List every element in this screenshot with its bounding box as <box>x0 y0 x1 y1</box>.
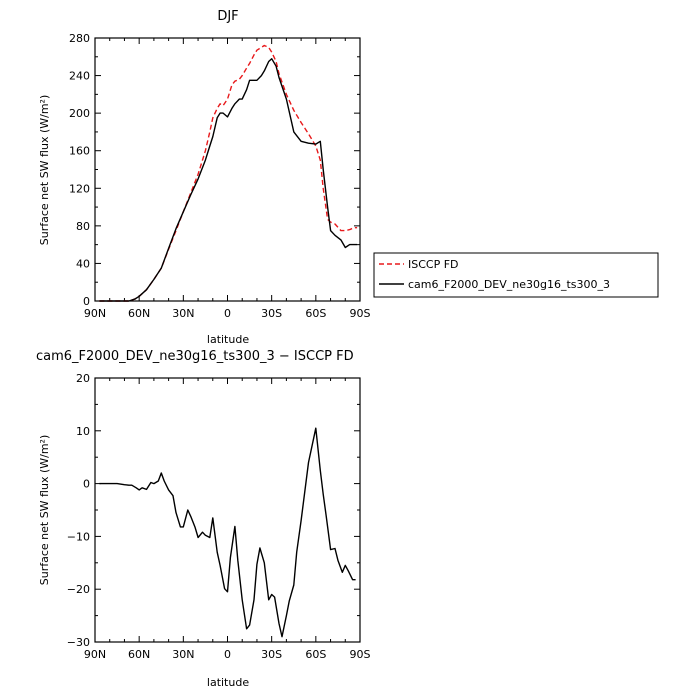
bottom-panel-title: cam6_F2000_DEV_ne30g16_ts300_3 − ISCCP F… <box>36 349 354 364</box>
series-line-cam6-f2000-dev-ne30g16-ts300-3 <box>99 58 358 302</box>
x-tick-label: 30N <box>172 648 194 661</box>
x-tick-label: 0 <box>224 307 231 320</box>
x-tick-label: 30N <box>172 307 194 320</box>
x-tick-label: 90S <box>350 307 371 320</box>
x-tick-label: 60S <box>305 648 326 661</box>
top-panel-title: DJF <box>217 9 238 24</box>
y-tick-label: 0 <box>83 478 90 491</box>
top-panel: DJF 90N 60N 30N 0 30S 60S 90S 0 40 80 120 160 200 240… <box>38 9 371 346</box>
top-panel-ylabel: Surface net SW flux (W/m²) <box>38 95 51 246</box>
top-panel-frame <box>94 37 361 302</box>
x-tick-label: 90N <box>84 648 106 661</box>
x-tick-label: 0 <box>224 648 231 661</box>
y-tick-label: 200 <box>69 107 90 120</box>
y-tick-label: 80 <box>76 220 90 233</box>
legend-label-isccp: ISCCP FD <box>408 258 459 271</box>
x-tick-label: 90N <box>84 307 106 320</box>
x-tick-label: 90S <box>350 648 371 661</box>
x-tick-label: 30S <box>261 648 282 661</box>
bottom-panel-xlabel: latitude <box>207 676 249 689</box>
top-panel-xlabel: latitude <box>207 333 249 346</box>
y-tick-label: 280 <box>69 32 90 45</box>
x-tick-label: 60N <box>128 307 150 320</box>
y-tick-label: 120 <box>69 182 90 195</box>
x-tick-label: 60N <box>128 648 150 661</box>
series-line-isccp-fd <box>99 44 358 302</box>
x-tick-label: 60S <box>305 307 326 320</box>
y-tick-label: −20 <box>67 583 90 596</box>
legend-box <box>373 252 659 298</box>
top-panel-ticks: 90N 60N 30N 0 30S 60S 90S 0 40 80 120 160 200 240 280 <box>69 32 371 320</box>
y-tick-label: 40 <box>76 257 90 270</box>
bottom-panel-ylabel: Surface net SW flux (W/m²) <box>38 435 51 586</box>
y-tick-label: −10 <box>67 530 90 543</box>
bottom-panel-lines <box>99 427 356 638</box>
bottom-panel-frame <box>94 377 361 643</box>
y-tick-label: 10 <box>76 425 90 438</box>
y-tick-label: 160 <box>69 145 90 158</box>
series-line-difference <box>99 427 356 638</box>
y-tick-label: 20 <box>76 372 90 385</box>
bottom-panel: cam6_F2000_DEV_ne30g16_ts300_3 − ISCCP F… <box>36 349 371 689</box>
y-tick-label: 0 <box>83 295 90 308</box>
y-tick-label: −30 <box>67 636 90 649</box>
top-panel-lines <box>99 44 358 302</box>
x-tick-label: 30S <box>261 307 282 320</box>
legend: ISCCP FD cam6_F2000_DEV_ne30g16_ts300_3 <box>373 252 659 298</box>
bottom-panel-ticks: 90N 60N 30N 0 30S 60S 90S −30 −20 −10 0 10 20 <box>67 372 371 661</box>
legend-label-cam6: cam6_F2000_DEV_ne30g16_ts300_3 <box>408 278 610 291</box>
y-tick-label: 240 <box>69 70 90 83</box>
